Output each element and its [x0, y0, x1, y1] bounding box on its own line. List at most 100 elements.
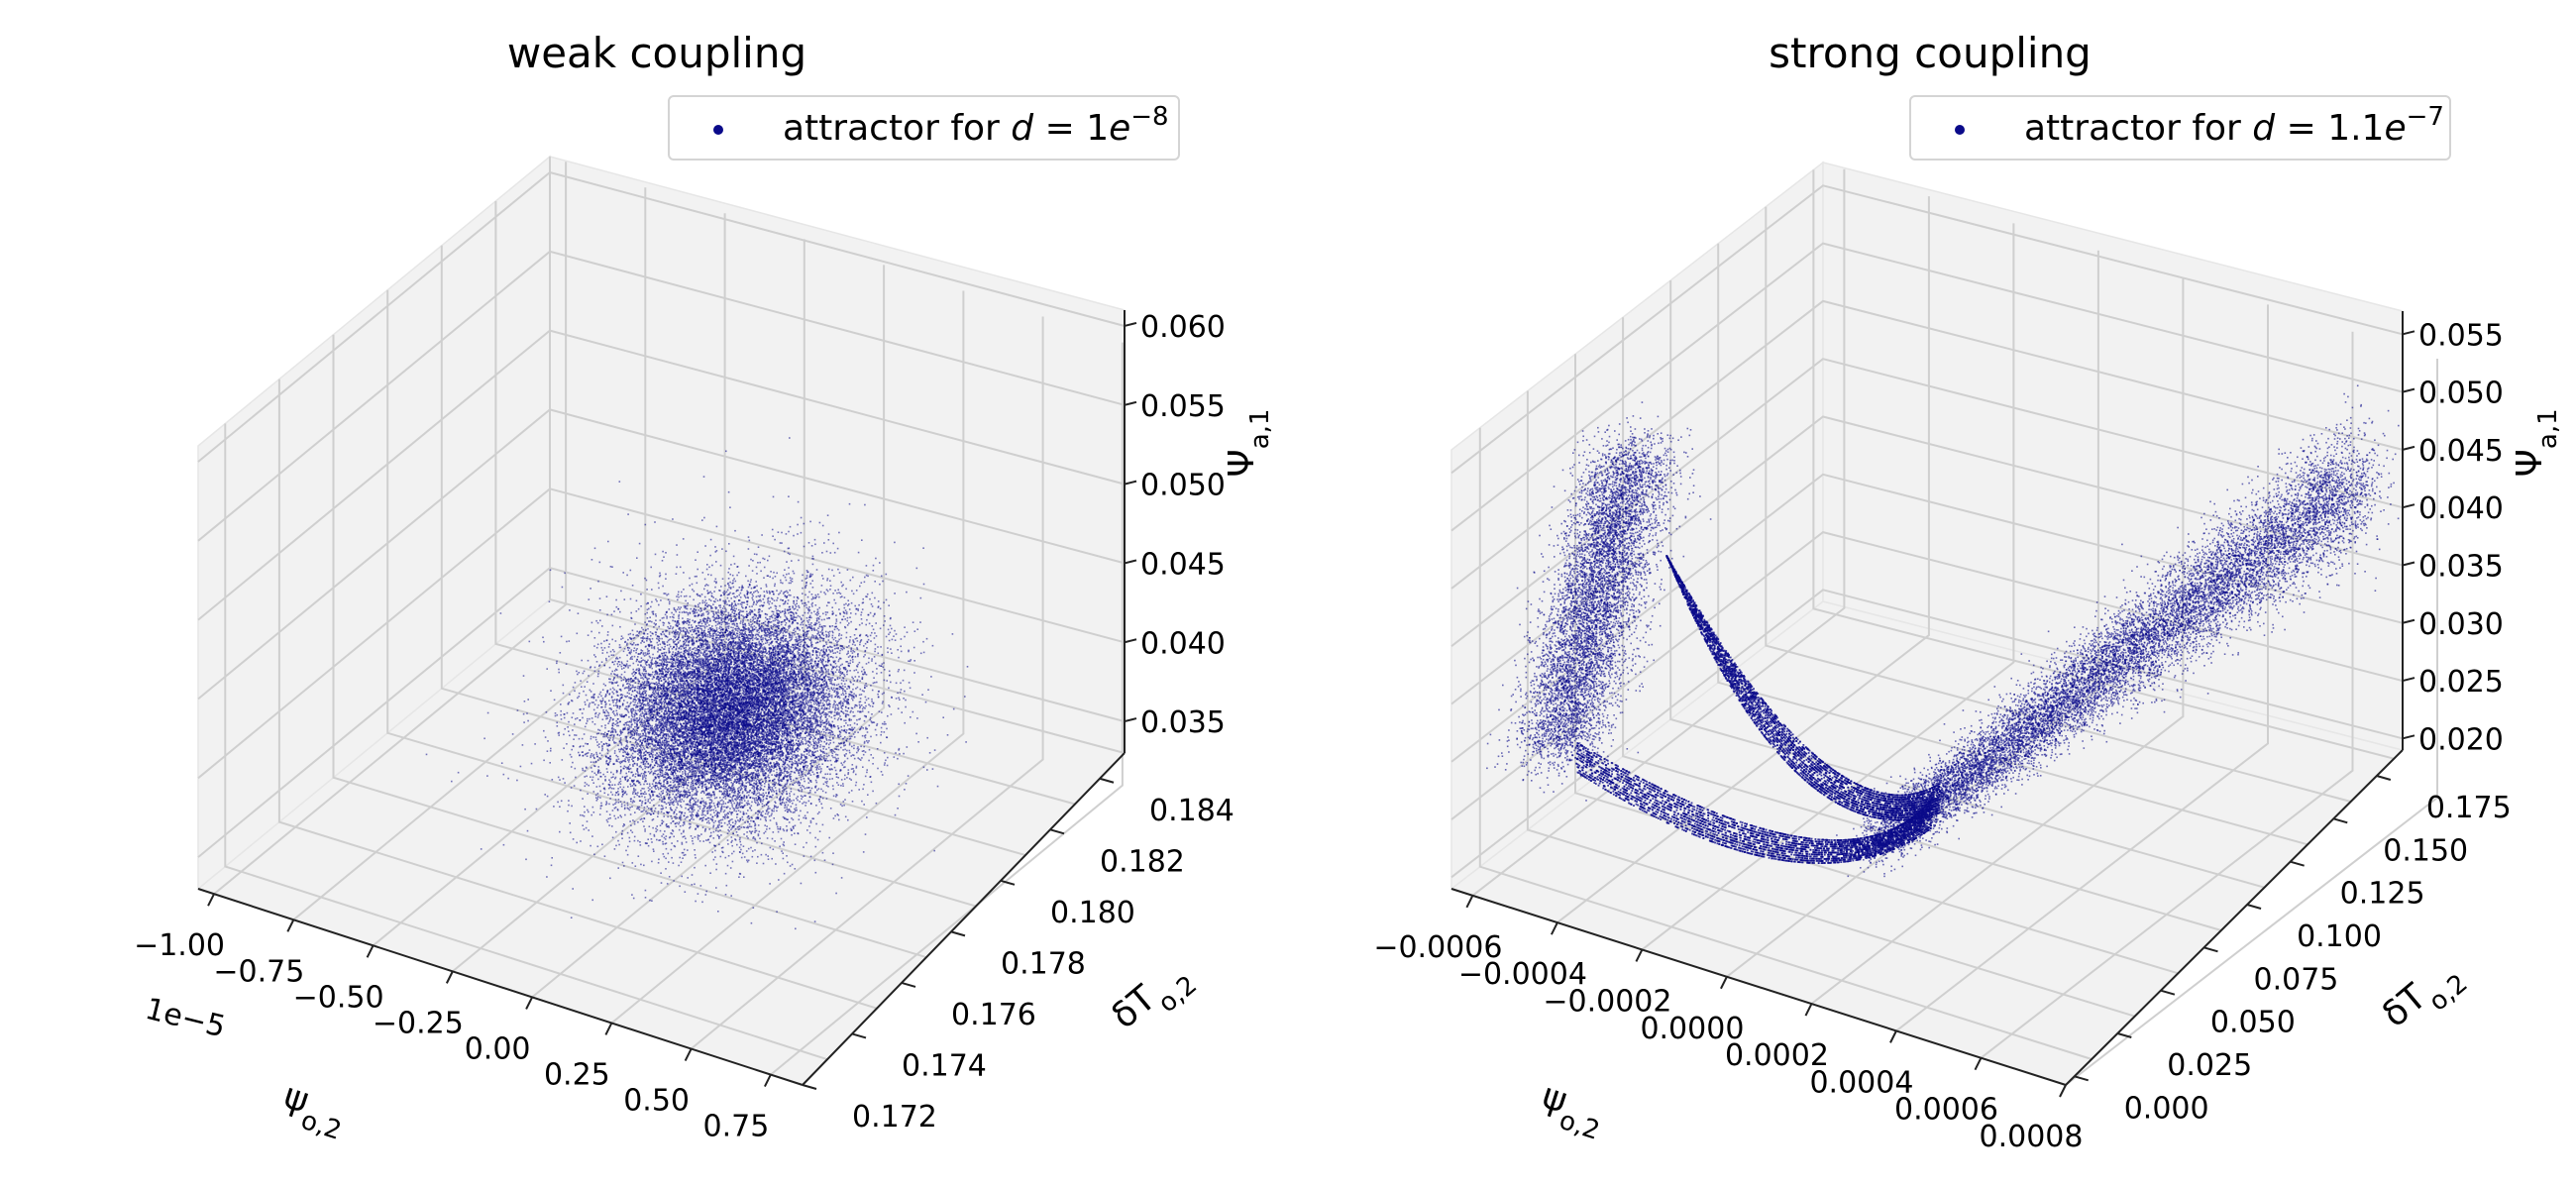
data-point [643, 783, 645, 786]
data-point [674, 668, 677, 670]
data-point [736, 686, 739, 689]
data-point [606, 631, 609, 633]
data-point [776, 825, 779, 828]
data-point [831, 606, 833, 608]
data-point [617, 665, 619, 668]
data-point [680, 785, 683, 788]
data-point [669, 682, 671, 685]
data-point [789, 783, 792, 786]
data-point [691, 760, 693, 763]
data-point [753, 788, 755, 790]
data-point [628, 647, 631, 649]
data-point [800, 643, 802, 646]
data-point [764, 830, 767, 833]
data-point [670, 733, 672, 735]
data-point [615, 760, 617, 762]
data-point [885, 759, 887, 762]
data-point [613, 670, 616, 672]
data-point [615, 657, 617, 660]
data-point [731, 797, 733, 799]
data-point [675, 573, 678, 575]
data-point [686, 690, 689, 693]
data-point [694, 776, 697, 779]
data-point [869, 718, 871, 721]
data-point [728, 703, 730, 705]
data-point [581, 751, 584, 753]
data-point [787, 799, 789, 802]
data-point [830, 677, 832, 679]
data-point [694, 712, 696, 715]
data-point [759, 779, 762, 782]
data-point [662, 853, 665, 855]
data-point [751, 635, 753, 638]
data-point [806, 811, 808, 813]
data-point [779, 542, 782, 544]
data-point [851, 735, 853, 737]
data-point [845, 712, 847, 715]
y-tick-mark [1049, 828, 1065, 835]
data-point [735, 831, 738, 833]
data-point [692, 653, 694, 656]
data-point [775, 605, 778, 607]
data-point [626, 802, 629, 805]
data-point [645, 672, 647, 675]
data-point [572, 838, 575, 840]
data-point [596, 798, 598, 801]
data-point [808, 614, 811, 617]
data-point [656, 703, 658, 705]
data-point [658, 635, 660, 638]
data-point [625, 744, 628, 746]
data-point [858, 703, 861, 706]
z-tick-label: 0.060 [1140, 310, 1226, 345]
data-point [658, 796, 661, 798]
data-point [648, 620, 650, 622]
data-point [807, 782, 810, 784]
data-point [832, 703, 834, 706]
data-point [772, 591, 775, 594]
data-point [656, 637, 658, 640]
data-point [606, 717, 608, 719]
data-point [682, 857, 684, 859]
data-point [671, 611, 673, 614]
data-point [673, 606, 676, 609]
data-point [581, 686, 583, 688]
data-point [744, 821, 746, 823]
data-point [746, 771, 749, 774]
data-point [790, 775, 793, 778]
data-point [775, 662, 777, 665]
data-point [562, 778, 565, 780]
data-point [819, 640, 821, 643]
data-point [626, 692, 629, 694]
data-point [885, 598, 888, 601]
data-point [853, 726, 856, 729]
data-point [760, 811, 763, 813]
data-point [725, 688, 727, 691]
data-point [687, 613, 690, 616]
data-point [609, 678, 611, 681]
data-point [746, 590, 748, 593]
data-point [782, 792, 785, 794]
data-point [655, 827, 657, 830]
x-tick-group: −1.00−0.75−0.50−0.250.000.250.500.75 [134, 893, 772, 1144]
data-point [609, 798, 611, 800]
data-point [790, 738, 792, 741]
data-point [841, 685, 844, 688]
data-point [749, 581, 752, 583]
data-point [669, 759, 671, 762]
data-point [805, 575, 808, 577]
data-point [719, 606, 721, 608]
data-point [748, 539, 751, 542]
data-point [629, 684, 632, 687]
attractor-points [425, 437, 969, 930]
data-point [725, 591, 728, 594]
data-point [690, 788, 693, 790]
data-point [741, 585, 743, 587]
data-point [696, 661, 698, 664]
data-point [854, 644, 856, 646]
data-point [636, 794, 638, 797]
data-point [856, 640, 859, 642]
data-point [726, 832, 729, 835]
data-point [805, 748, 806, 750]
data-point [620, 638, 622, 640]
data-point [745, 786, 747, 788]
